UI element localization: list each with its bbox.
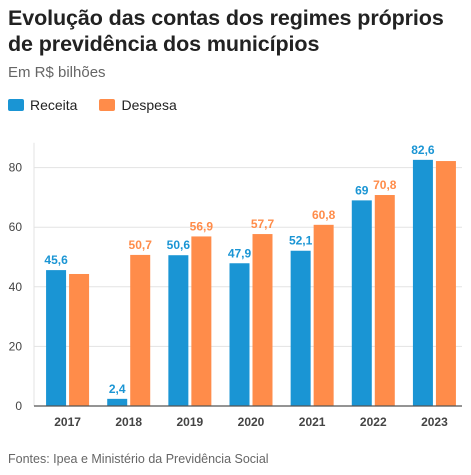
x-tick-label-2018: 2018: [115, 415, 142, 429]
y-tick-label: 0: [15, 399, 22, 413]
bar-despesa-2017: [69, 273, 90, 406]
legend: Receita Despesa: [8, 97, 199, 113]
legend-label-despesa: Despesa: [121, 97, 177, 113]
chart-subtitle: Em R$ bilhões: [8, 64, 106, 81]
x-tick-label-2022: 2022: [360, 415, 387, 429]
bar-receita-2020: [229, 263, 250, 406]
y-tick-label: 40: [9, 280, 23, 294]
data-label-receita-2019: 50,6: [167, 238, 191, 252]
bar-receita-2019: [168, 255, 189, 406]
x-tick-label-2019: 2019: [177, 415, 204, 429]
legend-label-receita: Receita: [30, 97, 78, 113]
legend-swatch-receita: [8, 99, 24, 111]
legend-item-receita: Receita: [8, 97, 77, 113]
bar-receita-2021: [290, 250, 311, 406]
data-label-receita-2018: 2,4: [109, 382, 126, 396]
data-label-despesa-2018: 50,7: [129, 238, 153, 252]
bar-receita-2017: [46, 270, 67, 406]
data-label-despesa-2022: 70,8: [373, 178, 397, 192]
bar-despesa-2018: [130, 254, 151, 406]
bar-despesa-2021: [313, 224, 334, 406]
data-label-receita-2017: 45,6: [44, 253, 68, 267]
data-label-despesa-2021: 60,8: [312, 208, 336, 222]
source-note: Fontes: Ipea e Ministério da Previdência…: [8, 452, 269, 466]
x-tick-label-2017: 2017: [54, 415, 81, 429]
bar-despesa-2020: [252, 234, 273, 406]
bar-despesa-2022: [374, 195, 395, 406]
x-tick-label-2023: 2023: [421, 415, 448, 429]
legend-item-despesa: Despesa: [99, 97, 177, 113]
bar-despesa-2019: [191, 236, 212, 406]
y-tick-label: 60: [9, 220, 23, 234]
data-label-receita-2021: 52,1: [289, 234, 313, 248]
data-label-receita-2023: 82,6: [411, 143, 435, 157]
x-tick-label-2020: 2020: [238, 415, 265, 429]
data-label-despesa-2020: 57,7: [251, 217, 275, 231]
data-label-receita-2020: 47,9: [228, 246, 252, 260]
bar-despesa-2023: [435, 161, 456, 406]
bar-receita-2023: [412, 159, 433, 406]
y-tick-label: 80: [9, 161, 23, 175]
bar-receita-2022: [351, 200, 372, 406]
y-tick-label: 20: [9, 339, 23, 353]
legend-swatch-despesa: [99, 99, 116, 111]
data-label-receita-2022: 69: [355, 183, 369, 197]
data-label-despesa-2019: 56,9: [190, 219, 214, 233]
bar-receita-2018: [107, 398, 128, 406]
chart-title: Evolução das contas dos regimes próprios…: [8, 6, 444, 56]
x-tick-label-2021: 2021: [299, 415, 326, 429]
